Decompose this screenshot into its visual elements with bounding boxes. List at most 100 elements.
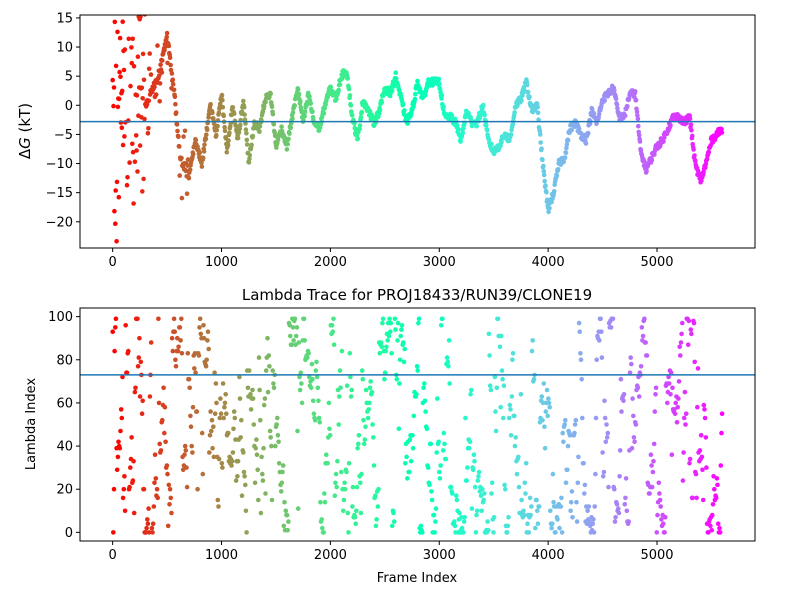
lambda-point [658,504,663,509]
lambda-point [290,325,296,330]
lambda-point [474,512,479,518]
delta-g-point [546,209,551,215]
delta-g-point [130,141,135,147]
delta-g-point [243,127,249,132]
lambda-point [708,523,713,529]
delta-g-axes-frame [79,14,756,249]
lambda-point [367,385,373,391]
lambda-point [653,385,659,391]
lambda-point [361,417,366,423]
lambda-point [370,422,375,427]
lambda-point [617,448,623,453]
delta-g-point [458,139,463,144]
delta-g-point [583,141,589,146]
lambda-point [388,320,394,326]
lambda-point [719,430,724,436]
delta-g-point [321,111,327,116]
lambda-point [489,480,495,486]
lambda-point [686,318,692,324]
lambda-point [510,351,516,356]
lambda-point [337,394,342,399]
delta-g-point [157,81,163,86]
delta-g-point [162,48,167,53]
lambda-point [679,331,684,337]
lambda-point [427,482,432,488]
lambda-point [137,394,143,399]
lambda-point [143,530,149,535]
lambda-point [311,411,317,417]
delta-g-point [275,137,281,143]
delta-g-point [402,108,407,113]
lambda-point [338,385,343,391]
delta-g-point [226,138,231,143]
lambda-point [715,521,721,526]
lambda-point [668,370,674,376]
lambda-point [283,508,289,514]
lambda-point [152,480,157,486]
y-tick-label: 60 [56,396,73,411]
lambda-point [248,392,253,397]
lambda-point [362,437,368,442]
lambda-point [207,450,212,455]
lambda-point [576,320,582,326]
lambda-point [503,486,508,492]
delta-g-point [172,94,178,99]
lambda-point [255,467,260,473]
lambda-point [687,456,693,462]
delta-g-point [541,163,546,169]
lambda-point [710,512,715,518]
delta-g-point [703,165,708,170]
lambda-point [529,504,534,509]
lambda-point [363,387,369,393]
x-tick-label: 5000 [640,255,673,270]
delta-g-point [118,74,123,80]
lambda-point [332,493,338,499]
lambda-point [508,407,513,412]
lambda-point [355,445,360,451]
delta-g-point [214,127,219,133]
lambda-point [622,502,628,507]
delta-g-point [131,201,136,206]
x-tick-label: 1000 [205,548,238,563]
lambda-point [535,508,540,514]
lambda-point [280,463,286,468]
delta-g-point [247,153,253,158]
lambda-point [683,422,688,427]
lambda-point [563,480,569,486]
lambda-point [632,439,637,445]
delta-g-point [261,103,267,109]
lambda-point [433,519,438,524]
lambda-point [184,465,189,470]
delta-g-point [336,87,342,93]
lambda-point [440,448,446,453]
delta-g-point [129,45,134,50]
lambda-point [135,316,140,322]
delta-g-point [688,122,694,128]
lambda-point [703,435,709,440]
lambda-point [336,422,342,427]
lambda-point [523,491,528,496]
lambda-point [527,495,533,501]
delta-g-point [474,123,480,129]
lambda-point [116,439,121,445]
lambda-point [208,409,213,414]
delta-g-point [113,188,118,193]
lambda-point [467,439,473,445]
lambda-point [499,333,504,339]
lambda-point [231,426,236,432]
lambda-point [207,433,213,438]
lambda-point [472,484,478,490]
lambda-point [682,389,688,395]
lambda-point [341,508,346,514]
delta-g-point [137,143,143,148]
lambda-point [590,521,596,526]
lambda-point [678,340,684,345]
lambda-point [246,368,252,373]
lambda-point [337,368,343,373]
lambda-point [559,495,564,501]
lambda-point [525,521,530,526]
delta-g-point [377,108,383,113]
delta-g-point [164,30,170,36]
lambda-point [317,420,323,425]
lambda-point [541,381,547,386]
